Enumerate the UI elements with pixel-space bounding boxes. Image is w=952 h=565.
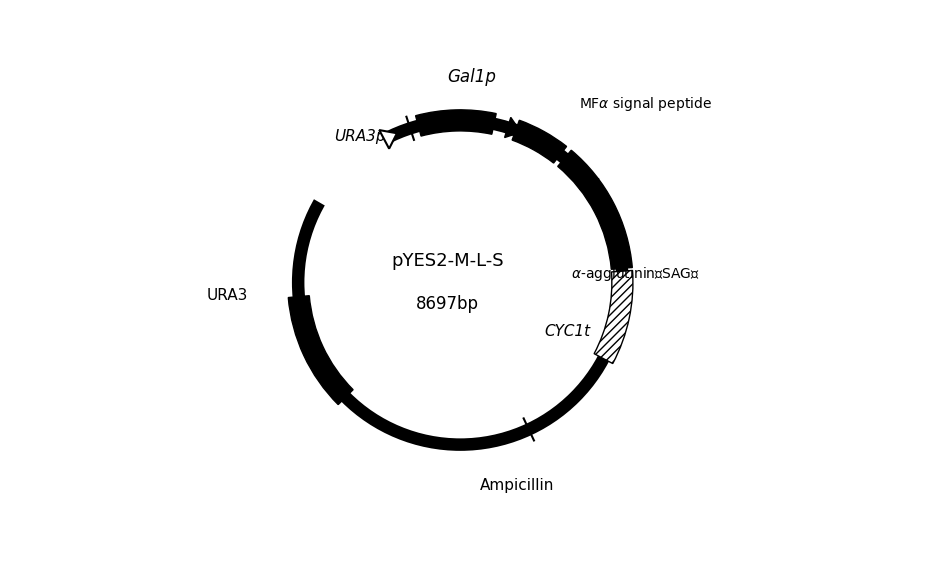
Wedge shape <box>310 130 388 207</box>
Wedge shape <box>415 110 496 136</box>
Wedge shape <box>288 295 353 405</box>
Text: $\alpha$-agglutinin（SAG）: $\alpha$-agglutinin（SAG） <box>570 266 699 284</box>
Text: 8697bp: 8697bp <box>415 294 478 312</box>
Text: MF$\alpha$ signal peptide: MF$\alpha$ signal peptide <box>578 95 711 113</box>
Text: pYES2-M-L-S: pYES2-M-L-S <box>390 253 503 271</box>
Text: CYC1t: CYC1t <box>544 324 590 338</box>
Polygon shape <box>504 118 521 137</box>
Text: LAI: LAI <box>576 178 600 193</box>
Text: URA3p: URA3p <box>333 129 386 144</box>
Polygon shape <box>379 130 397 149</box>
Text: Ampicillin: Ampicillin <box>479 477 553 493</box>
Text: URA3: URA3 <box>206 288 248 303</box>
Wedge shape <box>593 271 632 363</box>
Text: Gal1p: Gal1p <box>446 68 496 86</box>
Wedge shape <box>511 120 566 163</box>
Wedge shape <box>557 150 631 270</box>
